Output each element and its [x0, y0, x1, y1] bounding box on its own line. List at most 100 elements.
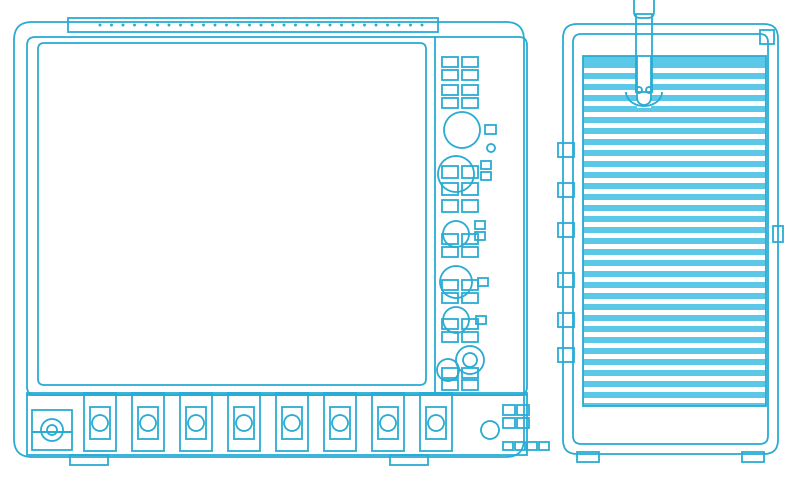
Bar — [636, 14, 652, 92]
Bar — [462, 200, 478, 212]
Bar — [282, 407, 302, 439]
Bar — [503, 442, 513, 450]
Circle shape — [363, 24, 366, 27]
Bar — [186, 407, 206, 439]
Bar — [558, 143, 574, 157]
Bar — [481, 161, 491, 169]
Bar — [558, 223, 574, 237]
Bar — [515, 442, 525, 450]
Bar — [442, 380, 458, 390]
Bar — [442, 166, 458, 178]
Circle shape — [248, 24, 251, 27]
Bar — [462, 85, 478, 95]
Bar — [583, 56, 766, 406]
Bar — [462, 280, 478, 290]
Bar — [584, 255, 765, 260]
Bar — [462, 380, 478, 390]
Bar — [527, 442, 537, 450]
Bar — [32, 432, 72, 450]
Bar — [70, 455, 108, 465]
Circle shape — [409, 24, 412, 27]
Bar — [462, 70, 478, 80]
Circle shape — [237, 24, 239, 27]
Circle shape — [398, 24, 401, 27]
Bar — [481, 172, 491, 180]
Circle shape — [167, 24, 170, 27]
Bar — [32, 410, 72, 432]
Bar — [584, 398, 765, 403]
Circle shape — [386, 24, 389, 27]
Bar — [584, 222, 765, 227]
Bar — [132, 393, 164, 451]
Circle shape — [421, 24, 423, 27]
Circle shape — [271, 24, 274, 27]
Bar — [476, 316, 486, 324]
Bar — [372, 393, 404, 451]
Bar — [442, 368, 458, 378]
Bar — [517, 418, 529, 428]
Bar — [584, 68, 765, 73]
Bar — [462, 293, 478, 303]
Bar — [584, 310, 765, 315]
Bar — [485, 125, 496, 134]
Circle shape — [329, 24, 331, 27]
Bar — [584, 299, 765, 304]
Bar — [330, 407, 350, 439]
Bar — [462, 234, 478, 244]
Bar — [138, 407, 158, 439]
Circle shape — [282, 24, 286, 27]
Circle shape — [317, 24, 320, 27]
Bar — [442, 247, 458, 257]
Circle shape — [145, 24, 147, 27]
Bar — [503, 405, 515, 415]
Bar — [420, 393, 452, 451]
Bar — [584, 79, 765, 84]
Bar — [442, 98, 458, 108]
Bar — [442, 280, 458, 290]
Bar — [584, 200, 765, 205]
Bar — [27, 393, 527, 455]
Bar — [584, 90, 765, 95]
Bar — [584, 112, 765, 117]
Bar — [773, 226, 783, 242]
Bar — [584, 277, 765, 282]
Bar — [462, 368, 478, 378]
Bar — [584, 134, 765, 139]
Circle shape — [351, 24, 354, 27]
Bar — [462, 183, 478, 195]
Bar — [442, 70, 458, 80]
Bar — [324, 393, 356, 451]
Circle shape — [202, 24, 205, 27]
Bar — [442, 85, 458, 95]
Bar — [462, 98, 478, 108]
Bar — [584, 332, 765, 337]
Bar — [584, 101, 765, 106]
Bar — [584, 387, 765, 392]
Bar — [462, 319, 478, 329]
Bar — [584, 189, 765, 194]
Bar — [475, 221, 485, 229]
Bar — [742, 452, 764, 462]
Bar — [539, 442, 549, 450]
Bar — [584, 343, 765, 348]
Bar — [462, 57, 478, 67]
Circle shape — [179, 24, 182, 27]
Bar — [90, 407, 110, 439]
Bar — [584, 233, 765, 238]
Circle shape — [340, 24, 343, 27]
Bar — [583, 56, 766, 406]
Bar — [228, 393, 260, 451]
Bar — [68, 18, 438, 32]
Circle shape — [294, 24, 297, 27]
Bar — [584, 321, 765, 326]
Bar — [584, 365, 765, 370]
Bar — [462, 332, 478, 342]
Bar — [558, 273, 574, 287]
Bar — [442, 319, 458, 329]
Bar — [584, 288, 765, 293]
Bar — [584, 376, 765, 381]
Bar — [475, 232, 485, 240]
Bar — [478, 278, 488, 286]
Bar — [442, 57, 458, 67]
Circle shape — [122, 24, 125, 27]
